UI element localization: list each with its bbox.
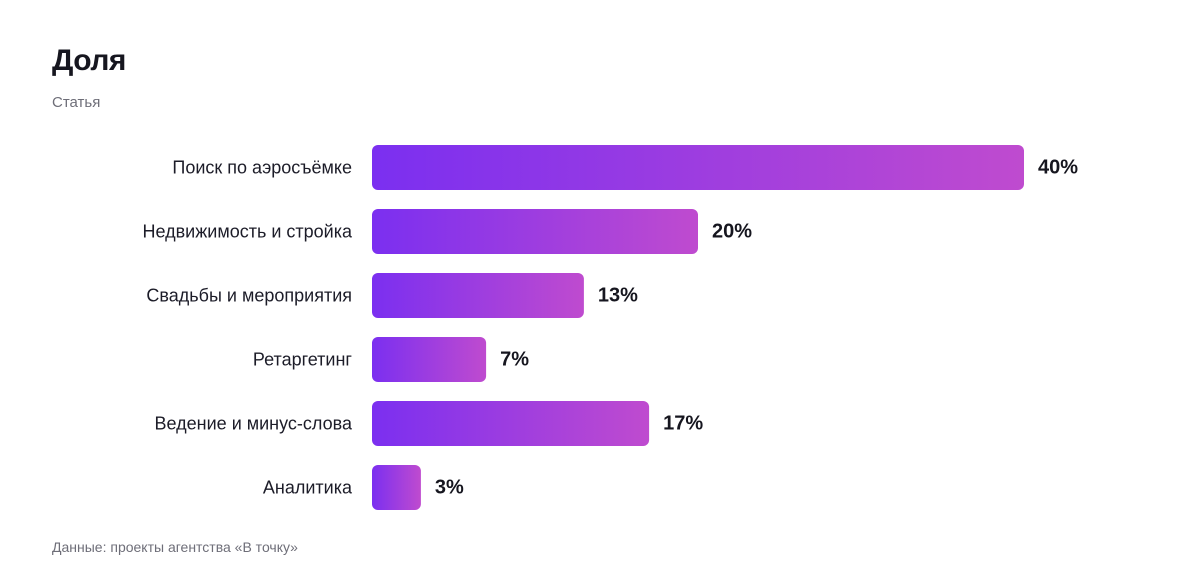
bar-row: Ретаргетинг 7%: [253, 337, 529, 382]
value-label: 40%: [1038, 157, 1078, 179]
bar: [372, 145, 1024, 190]
category-label: Поиск по аэросъёмке: [172, 158, 352, 178]
category-label: Недвижимость и стройка: [143, 222, 353, 242]
bar: [372, 273, 584, 318]
category-label: Свадьбы и мероприятия: [146, 286, 352, 306]
bar-row: Ведение и минус-слова 17%: [155, 401, 703, 446]
value-label: 3%: [435, 477, 464, 499]
bar: [372, 209, 698, 254]
chart-title: Доля: [52, 44, 126, 77]
source-note: Данные: проекты агентства «В точку»: [52, 539, 298, 555]
bar-row: Поиск по аэросъёмке 40%: [172, 145, 1078, 190]
category-label: Аналитика: [263, 478, 353, 498]
value-label: 13%: [598, 285, 638, 307]
value-label: 17%: [663, 413, 703, 435]
value-label: 20%: [712, 221, 752, 243]
bar: [372, 337, 487, 382]
category-label: Ведение и минус-слова: [155, 414, 353, 434]
bar: [372, 465, 421, 510]
bar-row: Аналитика 3%: [263, 465, 464, 510]
bars-group: Поиск по аэросъёмке 40% Недвижимость и стр…: [143, 145, 1078, 510]
chart-subtitle: Статья: [52, 94, 101, 111]
category-label: Ретаргетинг: [253, 350, 353, 370]
bar-row: Свадьбы и мероприятия 13%: [146, 273, 638, 318]
value-label: 7%: [500, 349, 529, 371]
bar-row: Недвижимость и стройка 20%: [143, 209, 752, 254]
bar: [372, 401, 650, 446]
